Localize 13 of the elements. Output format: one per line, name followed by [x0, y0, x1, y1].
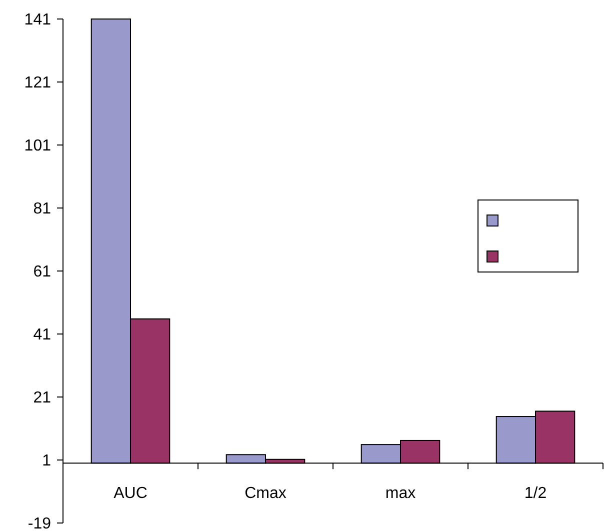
y-tick-label: 41 [33, 326, 52, 344]
y-tick-label: 121 [24, 74, 52, 92]
x-tick-label: max [385, 485, 416, 502]
y-tick-label: 141 [24, 12, 52, 29]
x-tick-label: 1/2 [524, 485, 547, 502]
y-tick-label: -19 [28, 516, 52, 531]
x-tick-label: AUC [114, 485, 148, 502]
y-tick-label: 81 [33, 200, 52, 218]
y-tick-label: 61 [33, 264, 52, 281]
y-tick-label: 1 [42, 452, 52, 470]
x-tick-label: Cmax [244, 485, 286, 502]
y-tick-label: 21 [33, 390, 52, 407]
y-tick-label: 101 [24, 138, 52, 155]
